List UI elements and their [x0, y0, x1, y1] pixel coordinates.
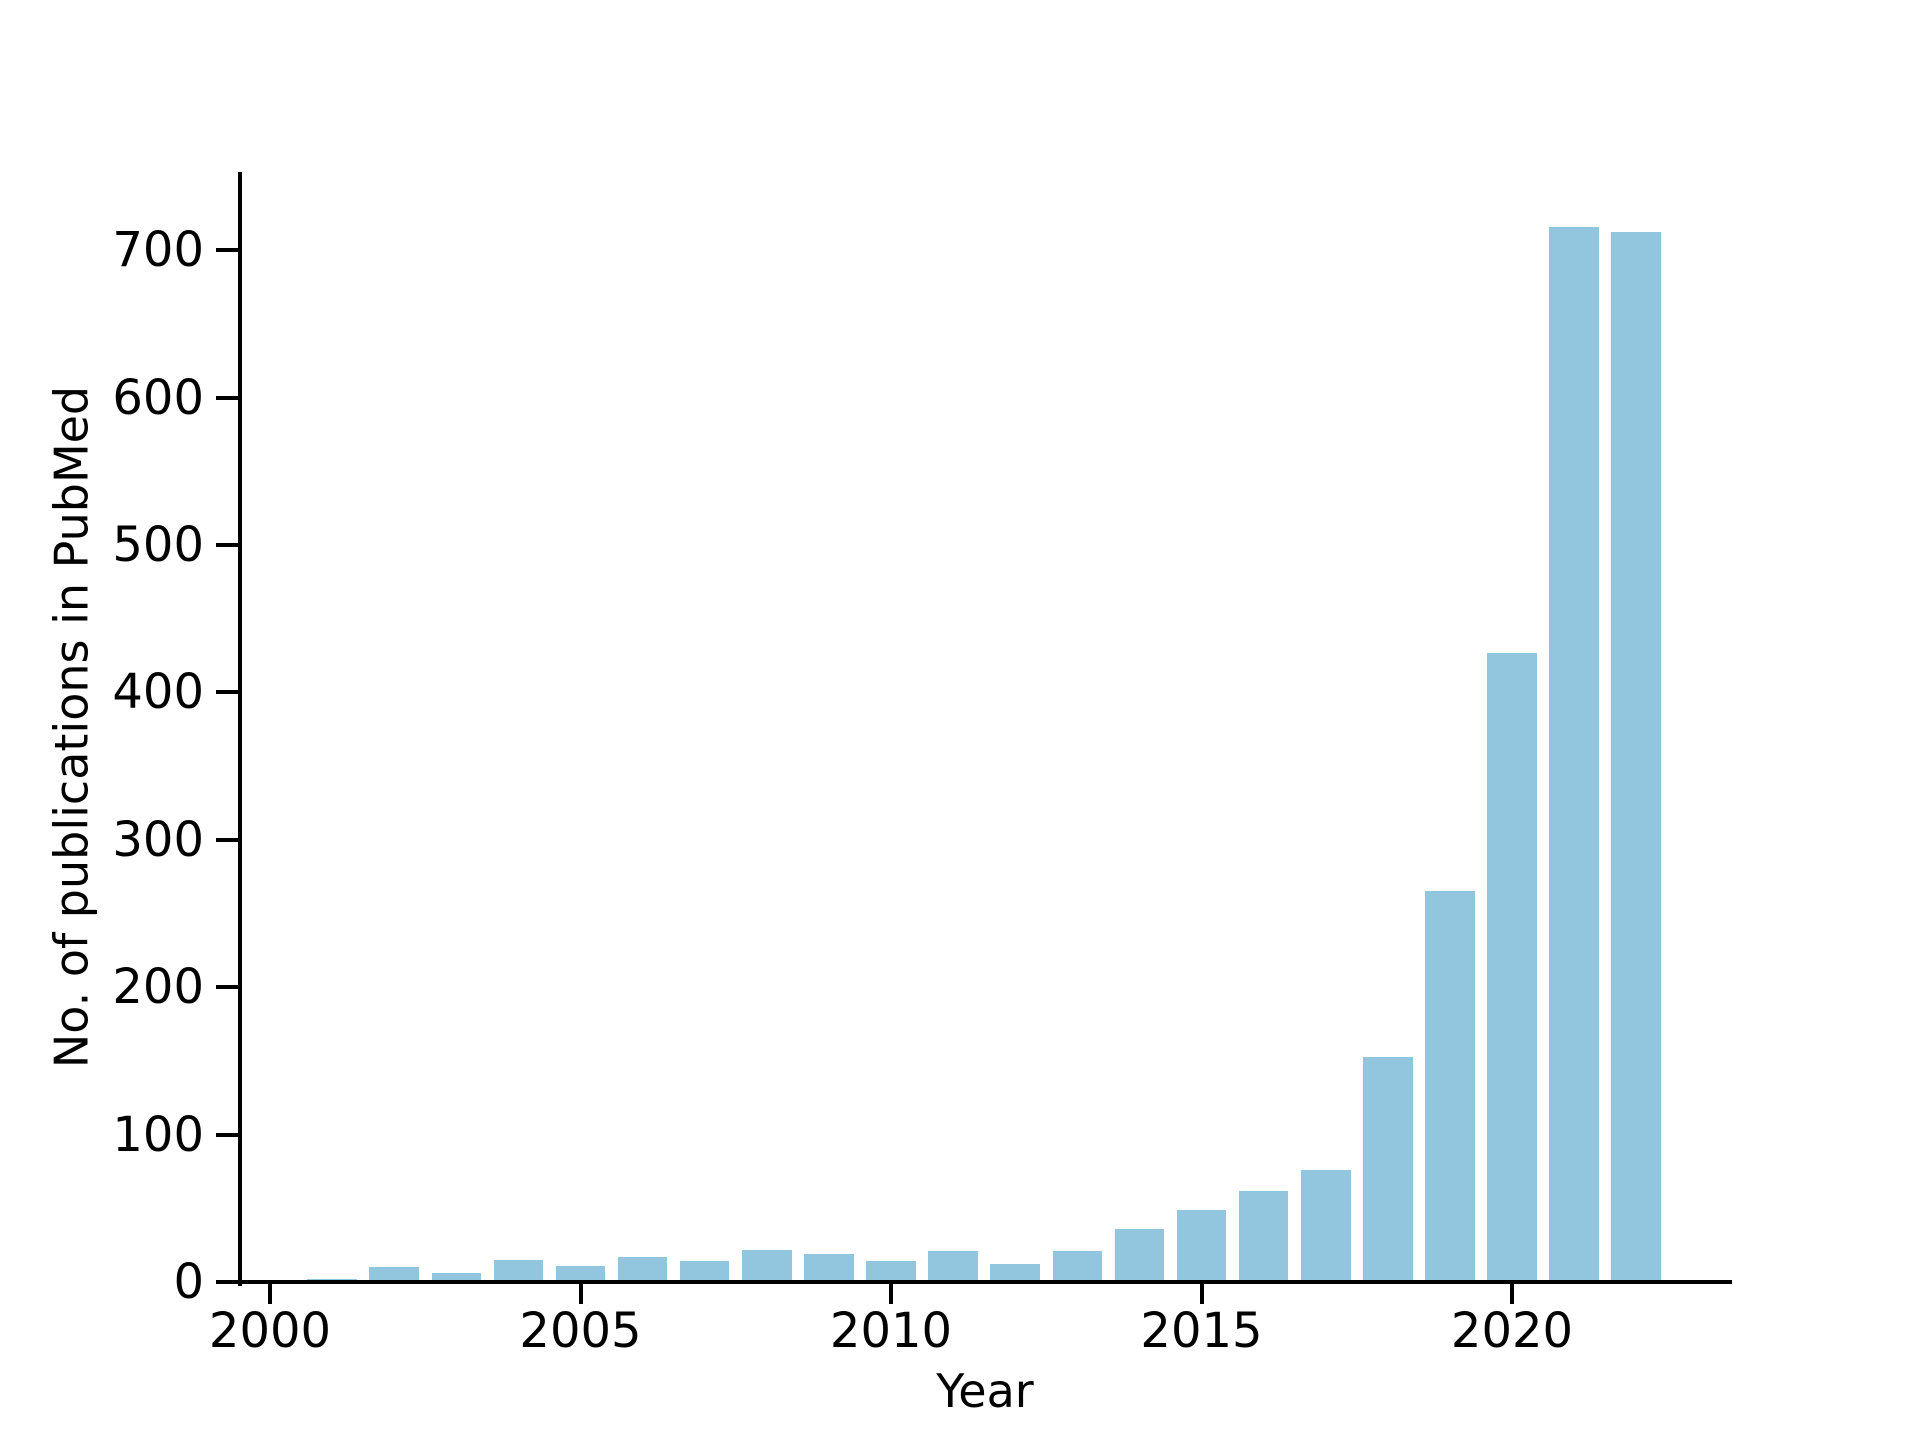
- y-tick-label-500: 500: [112, 516, 204, 573]
- y-tick-mark-100: [216, 1132, 240, 1137]
- bar-2015: [1176, 1209, 1227, 1282]
- bar-2016: [1238, 1190, 1289, 1282]
- y-tick-label-400: 400: [112, 664, 204, 721]
- y-tick-mark-300: [216, 837, 240, 842]
- x-tick-label-2015: 2015: [1140, 1303, 1263, 1359]
- bar-2010: [866, 1261, 916, 1282]
- bar-2020: [1487, 652, 1537, 1282]
- y-tick-mark-700: [216, 248, 240, 253]
- x-tick-label-2020: 2020: [1450, 1303, 1574, 1359]
- x-tick-mark-2015: [1199, 1280, 1204, 1304]
- y-tick-mark-0: [216, 1280, 240, 1284]
- y-tick-mark-200: [216, 985, 240, 990]
- bar-2021: [1549, 226, 1599, 1282]
- x-tick-mark-2000: [268, 1280, 272, 1304]
- bar-2006: [617, 1256, 668, 1282]
- y-axis-spine: [238, 172, 242, 1286]
- bar-2004: [493, 1259, 544, 1282]
- y-axis-title: No. of publications in PubMed: [44, 385, 99, 1069]
- bar-2007: [679, 1261, 730, 1282]
- bar-2003: [431, 1273, 482, 1282]
- bar-2009: [804, 1254, 854, 1282]
- x-tick-label-2010: 2010: [829, 1303, 953, 1359]
- x-tick-label-2000: 2000: [208, 1303, 332, 1359]
- bar-2022: [1611, 232, 1662, 1282]
- x-tick-mark-2005: [578, 1280, 583, 1304]
- bar-2008: [741, 1249, 792, 1282]
- y-tick-label-600: 600: [112, 369, 204, 426]
- bar-2013: [1052, 1251, 1103, 1282]
- bar-2005: [555, 1265, 606, 1282]
- y-tick-mark-500: [216, 542, 240, 547]
- bar-2017: [1300, 1170, 1351, 1282]
- bar-2014: [1114, 1228, 1165, 1282]
- bar-2012: [990, 1264, 1041, 1282]
- x-tick-label-2005: 2005: [519, 1303, 642, 1359]
- bar-2002: [369, 1267, 419, 1282]
- bar-2018: [1363, 1056, 1413, 1282]
- y-tick-label-300: 300: [112, 811, 204, 868]
- y-tick-label-200: 200: [112, 959, 204, 1016]
- bar-2019: [1425, 891, 1475, 1282]
- y-tick-mark-600: [216, 395, 240, 400]
- y-tick-label-700: 700: [112, 222, 204, 279]
- x-axis-spine: [238, 1280, 1732, 1284]
- x-tick-mark-2020: [1510, 1280, 1514, 1304]
- x-tick-mark-2010: [889, 1280, 893, 1304]
- plot-area: 2000 2005 2010 2015 2020 0 100 200 300 400 500 600…: [112, 172, 1732, 1359]
- y-tick-label-0: 0: [173, 1254, 204, 1310]
- bar-2011: [928, 1251, 978, 1282]
- x-axis-title: Year: [936, 1364, 1034, 1418]
- y-tick-mark-400: [216, 690, 240, 695]
- y-tick-label-100: 100: [112, 1106, 204, 1163]
